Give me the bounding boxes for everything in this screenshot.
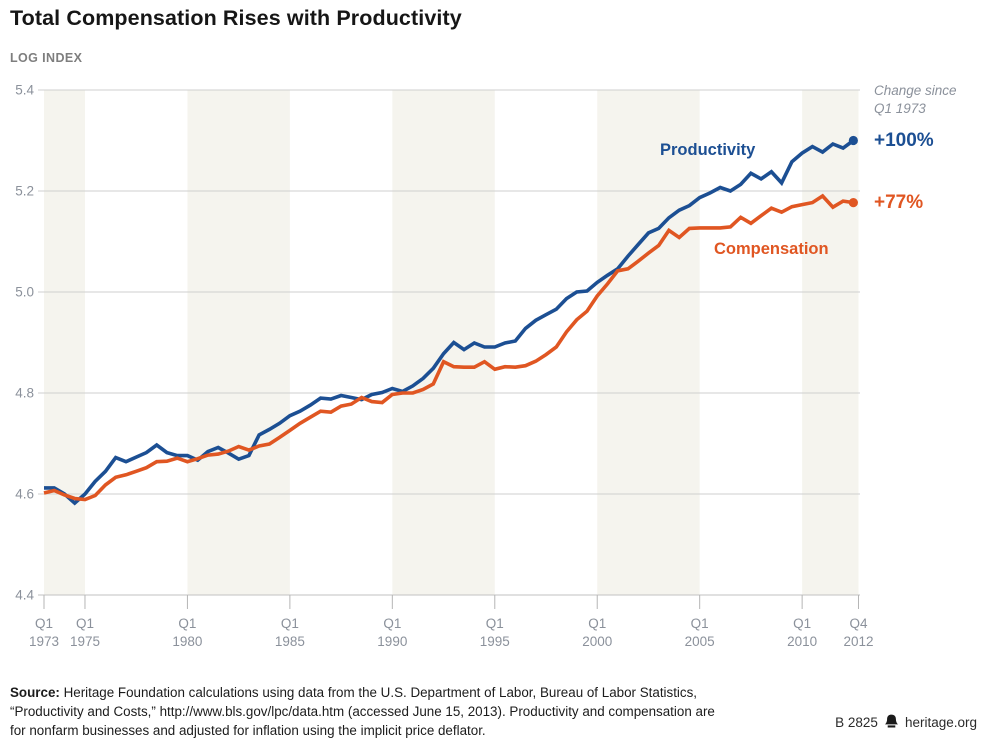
y-tick-label: 5.2 xyxy=(15,184,34,199)
x-tick-quarter: Q1 xyxy=(383,616,401,631)
background-band xyxy=(392,90,495,595)
productivity-end-dot xyxy=(848,135,858,146)
x-tick-quarter: Q1 xyxy=(35,616,53,631)
compensation-series-label: Compensation xyxy=(714,240,829,258)
x-tick-year: 1980 xyxy=(172,634,202,649)
x-tick-year: 2000 xyxy=(582,634,612,649)
productivity-change-value: +100% xyxy=(874,130,934,151)
change-note-line2: Q1 1973 xyxy=(874,100,926,116)
y-axis-unit-label: LOG INDEX xyxy=(10,51,83,65)
page-title: Total Compensation Rises with Productivi… xyxy=(10,6,462,30)
y-tick-label: 4.6 xyxy=(15,487,34,502)
x-tick-quarter: Q4 xyxy=(849,616,868,631)
footer-id-block: B 2825 heritage.org xyxy=(835,714,977,731)
y-tick-label: 5.0 xyxy=(15,285,34,300)
background-band xyxy=(802,90,859,595)
background-band xyxy=(44,90,85,595)
compensation-end-dot xyxy=(848,198,858,208)
source-text: Heritage Foundation calculations using d… xyxy=(10,685,715,739)
chart-id: B 2825 xyxy=(835,715,878,730)
x-tick-year: 2012 xyxy=(843,634,873,649)
x-tick-year: 1975 xyxy=(70,634,100,649)
x-tick-quarter: Q1 xyxy=(691,616,709,631)
y-tick-label: 5.4 xyxy=(15,83,34,98)
change-note: Change since Q1 1973 xyxy=(874,82,957,117)
x-tick-quarter: Q1 xyxy=(588,616,606,631)
compensation-line xyxy=(43,193,854,502)
x-tick-year: 2005 xyxy=(685,634,715,649)
heritage-bell-icon xyxy=(884,714,899,731)
background-band xyxy=(187,90,290,595)
x-tick-year: 1995 xyxy=(480,634,510,649)
x-tick-quarter: Q1 xyxy=(178,616,196,631)
x-tick-quarter: Q1 xyxy=(281,616,299,631)
site-name: heritage.org xyxy=(904,715,977,730)
productivity-line xyxy=(44,139,855,506)
compensation-change-value: +77% xyxy=(874,192,924,213)
x-tick-year: 2010 xyxy=(787,634,817,649)
source-label: Source: xyxy=(10,685,60,700)
x-tick-year: 1990 xyxy=(377,634,407,649)
y-tick-label: 4.4 xyxy=(15,588,34,603)
productivity-series-label: Productivity xyxy=(660,141,756,159)
x-tick-quarter: Q1 xyxy=(793,616,811,631)
x-tick-year: 1985 xyxy=(275,634,305,649)
x-tick-year: 1973 xyxy=(29,634,59,649)
x-tick-quarter: Q1 xyxy=(486,616,504,631)
x-tick-quarter: Q1 xyxy=(76,616,94,631)
change-note-line1: Change since xyxy=(874,83,957,98)
source-note: Source: Heritage Foundation calculations… xyxy=(10,683,716,740)
y-tick-label: 4.8 xyxy=(15,386,34,401)
background-band xyxy=(597,90,700,595)
